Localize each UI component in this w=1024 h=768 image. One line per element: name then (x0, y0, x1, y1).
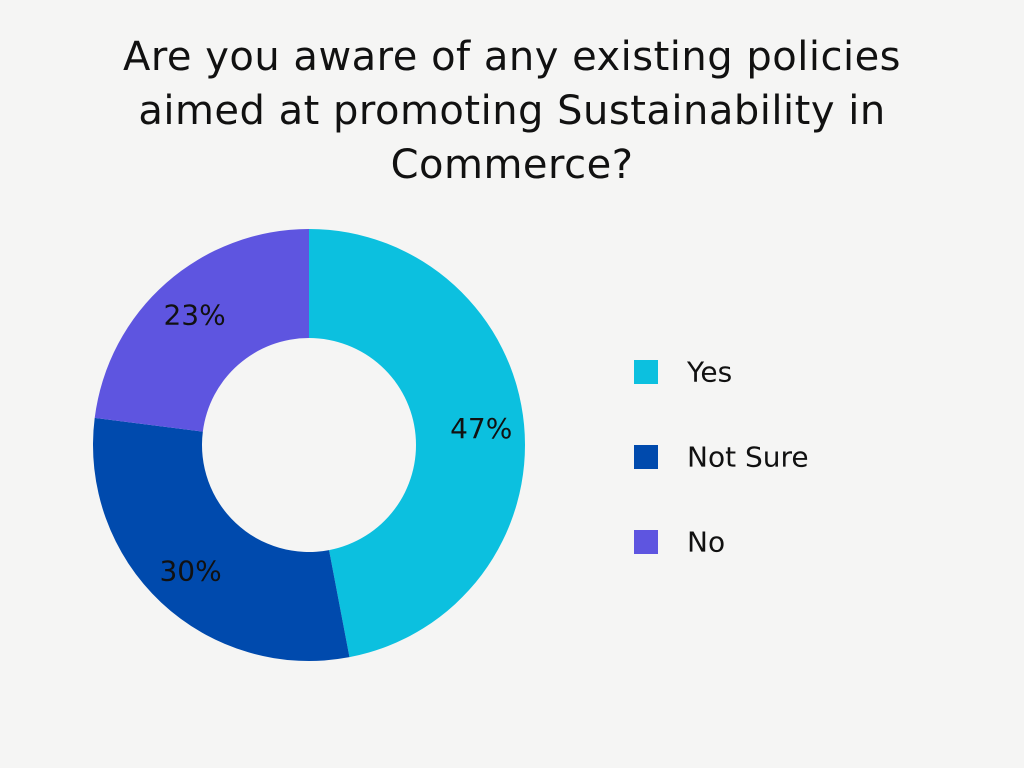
slice-label-no: 23% (163, 299, 225, 332)
slice-label-not-sure: 30% (159, 555, 221, 588)
slice-not-sure (92, 417, 350, 661)
slice-label-yes: 47% (450, 412, 512, 445)
legend-label-no: No (687, 526, 725, 559)
donut-slices (92, 228, 526, 661)
chart-title: Are you aware of any existing policies a… (0, 30, 1024, 192)
legend-label-not-sure: Not Sure (687, 441, 809, 474)
slice-no (94, 229, 310, 432)
legend-swatch-not-sure (634, 445, 658, 469)
legend-label-yes: Yes (686, 356, 732, 389)
chart-title-line-2: aimed at promoting Sustainability in (138, 88, 886, 134)
chart-title-line-3: Commerce? (390, 142, 634, 188)
donut-slice-labels: 47% 30% 23% (159, 299, 512, 588)
slice-yes (309, 228, 526, 658)
chart-title-line-1: Are you aware of any existing policies (122, 34, 902, 80)
legend-swatch-no (634, 530, 658, 554)
legend-swatch-yes (634, 360, 658, 384)
chart-legend: Yes Not Sure No (634, 356, 809, 559)
